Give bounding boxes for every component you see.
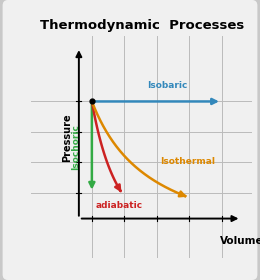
Text: Isochoric: Isochoric <box>71 124 80 170</box>
Text: Volume: Volume <box>219 236 260 246</box>
Text: adiabatic: adiabatic <box>96 200 143 210</box>
Text: Pressure: Pressure <box>62 113 72 162</box>
Text: Isobaric: Isobaric <box>147 81 188 90</box>
Title: Thermodynamic  Processes: Thermodynamic Processes <box>40 19 244 32</box>
Text: Isothermal: Isothermal <box>160 157 215 166</box>
